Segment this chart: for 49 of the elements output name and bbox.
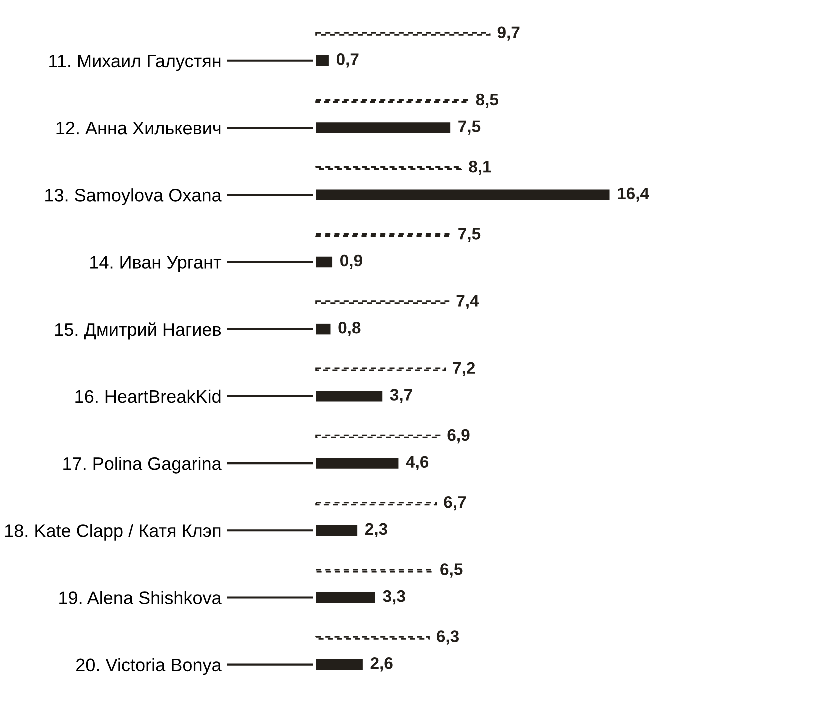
- bar: [316, 32, 491, 36]
- bar: [316, 56, 329, 66]
- bar: [316, 659, 363, 670]
- data-label: 4,6: [406, 456, 429, 470]
- data-label: 0,7: [336, 54, 359, 68]
- y-tick-label: 19. Alena Shishkova: [60, 591, 222, 604]
- data-label: 3,7: [390, 389, 412, 404]
- y-tick-label: 17. Polina Gagarina: [64, 456, 222, 474]
- bar: [316, 234, 452, 238]
- data-label: 2,6: [370, 658, 393, 672]
- bar: [316, 525, 358, 536]
- bar: [316, 324, 331, 335]
- bar: [316, 166, 462, 170]
- bar: [316, 569, 434, 573]
- y-tick-label: 16. HeartBreakKid: [76, 390, 221, 404]
- bar: [316, 636, 430, 640]
- data-label: 7,5: [458, 228, 481, 242]
- y-tick-label: 13. Samoylova Oxana: [46, 188, 222, 206]
- data-label: 2,3: [365, 523, 388, 538]
- data-label: 6,7: [444, 496, 466, 511]
- y-tick-label: 20. Victoria Bonya: [76, 658, 222, 676]
- bar: [316, 300, 450, 304]
- data-label: 7,4: [456, 295, 480, 310]
- bar: [316, 592, 376, 604]
- y-tick-label: 12. Анна Хилькевич: [56, 122, 221, 135]
- data-label: 0,8: [338, 322, 361, 336]
- data-label: 0,9: [340, 254, 362, 270]
- bar: [316, 502, 438, 506]
- data-label: 7,2: [453, 362, 476, 376]
- y-tick-label: 15. Дмитрий Нагиев: [55, 322, 222, 340]
- bar: [316, 458, 399, 469]
- y-tick-label: 14. Иван Ургант: [90, 256, 222, 272]
- data-label: 7,5: [458, 120, 481, 135]
- data-label: 8,1: [469, 160, 492, 176]
- data-label: 16,4: [618, 188, 650, 202]
- bar: [316, 122, 451, 134]
- bar: [316, 434, 441, 439]
- data-label: 6,9: [448, 429, 470, 444]
- y-tick-label: 18. Kate Clapp / Катя Клэп: [5, 524, 221, 541]
- data-label: 8,5: [476, 94, 499, 108]
- bar: [316, 368, 446, 372]
- bar: [316, 99, 470, 103]
- data-label: 6,5: [440, 564, 463, 578]
- data-label: 6,3: [437, 630, 460, 645]
- data-label: 9,7: [498, 26, 520, 41]
- y-tick-label: 11. Михаил Галустян: [50, 55, 221, 72]
- bar: [316, 256, 333, 268]
- data-label: 3,3: [383, 590, 406, 605]
- bar: [316, 391, 383, 402]
